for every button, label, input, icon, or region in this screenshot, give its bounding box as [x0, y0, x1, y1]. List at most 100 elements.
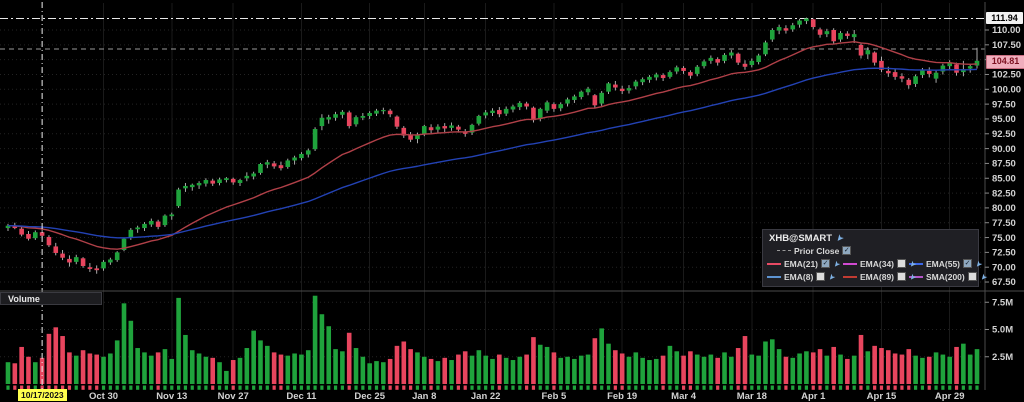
legend-item-prior-close[interactable]: Prior Close ✓ — [777, 246, 852, 256]
candle — [319, 117, 325, 127]
candle — [769, 30, 775, 40]
candle — [128, 229, 134, 238]
volume-axis-label: 7.5M — [992, 297, 1013, 308]
volume-bar — [578, 355, 584, 384]
candle — [647, 76, 652, 80]
candle — [565, 99, 570, 104]
session-tick — [395, 385, 399, 390]
legend-item-ema-55-[interactable]: EMA(55) ✓ ➤ — [909, 258, 984, 269]
session-tick — [136, 385, 140, 390]
candle — [845, 33, 850, 36]
candle — [155, 221, 161, 227]
legend-item-sma-200-[interactable]: SMA(200) ➤ — [909, 271, 989, 282]
candle — [292, 157, 297, 161]
volume-bar — [449, 360, 454, 384]
date-axis-label: Jan 22 — [471, 391, 501, 402]
volume-bar — [394, 345, 400, 384]
volume-bar — [149, 355, 154, 384]
session-tick — [797, 385, 802, 390]
session-tick — [961, 385, 965, 390]
session-tick — [675, 385, 679, 390]
indicator-checkbox[interactable]: ✓ — [963, 259, 973, 268]
candle — [899, 76, 905, 79]
indicator-checkbox[interactable] — [897, 259, 907, 268]
volume-bar — [114, 340, 120, 384]
session-tick — [279, 385, 283, 390]
candle — [722, 54, 727, 61]
candle — [681, 67, 686, 71]
indicator-checkbox[interactable]: ✓ — [842, 246, 852, 255]
marker-date-tag[interactable]: 10/17/2023 — [18, 389, 67, 401]
volume-bar — [503, 357, 509, 384]
volume-bar — [742, 336, 748, 384]
legend-item-ema-8-[interactable]: EMA(8) ➤ — [767, 271, 843, 282]
volume-bar — [531, 337, 536, 384]
candle — [585, 88, 591, 93]
session-tick — [934, 385, 938, 390]
candle — [394, 116, 400, 127]
indicator-legend: XHB@SMART ➤ Prior Close ✓ EMA(21) ✓ ➤ EMA(34)… — [762, 229, 989, 287]
price-axis-label: 102.50 — [992, 70, 1021, 81]
candle — [381, 110, 386, 112]
indicator-checkbox[interactable] — [967, 272, 977, 281]
volume-bar — [189, 350, 195, 384]
session-tick — [811, 385, 815, 390]
indicator-checkbox[interactable] — [897, 272, 907, 281]
volume-bar — [845, 358, 850, 384]
volume-bar — [292, 353, 297, 384]
volume-bar — [715, 357, 720, 384]
candle — [729, 52, 734, 56]
candle — [715, 59, 720, 63]
legend-line-sample — [843, 275, 857, 278]
session-tick — [26, 385, 31, 390]
candle — [817, 29, 823, 35]
candle — [94, 268, 100, 271]
session-tick — [702, 385, 706, 390]
session-tick — [954, 385, 959, 390]
volume-bar — [769, 339, 775, 384]
symbol-label[interactable]: XHB@SMART — [769, 232, 833, 244]
session-tick — [941, 385, 945, 390]
candle — [838, 32, 843, 40]
legend-item-ema-21-[interactable]: EMA(21) ✓ ➤ — [767, 258, 843, 269]
candle — [606, 83, 611, 92]
volume-bar — [108, 353, 113, 384]
volume-bar — [456, 354, 461, 384]
session-tick — [572, 385, 576, 390]
candle — [87, 267, 93, 269]
candle — [742, 63, 748, 67]
session-tick — [409, 385, 413, 390]
date-axis-label: Nov 13 — [156, 391, 187, 402]
volume-bar — [497, 354, 502, 384]
volume-bar — [599, 328, 604, 384]
candle — [360, 115, 366, 118]
session-tick — [770, 385, 774, 390]
candle — [367, 113, 372, 116]
candle — [12, 225, 18, 229]
indicator-checkbox[interactable]: ✓ — [821, 259, 831, 268]
volume-bar — [674, 351, 680, 384]
session-tick — [340, 385, 344, 390]
legend-item-ema-34-[interactable]: EMA(34) ➤ — [843, 258, 918, 269]
candle — [790, 25, 796, 30]
candle — [271, 163, 277, 167]
session-tick — [429, 385, 433, 390]
volume-bar — [135, 348, 140, 384]
legend-item-ema-89-[interactable]: EMA(89) ➤ — [843, 271, 918, 282]
candle — [906, 79, 912, 86]
candle — [73, 257, 79, 262]
indicator-checkbox[interactable] — [816, 272, 826, 281]
volume-bar — [80, 350, 86, 384]
indicator-label: EMA(8) — [784, 271, 814, 282]
price-axis-label: 100.00 — [992, 85, 1021, 96]
candle — [735, 53, 741, 63]
candle — [783, 28, 789, 31]
volume-bar — [265, 345, 270, 384]
volume-bar — [53, 327, 59, 384]
candle — [701, 61, 707, 67]
candle — [183, 185, 188, 189]
volume-bar — [476, 350, 482, 384]
session-tick — [81, 385, 85, 390]
